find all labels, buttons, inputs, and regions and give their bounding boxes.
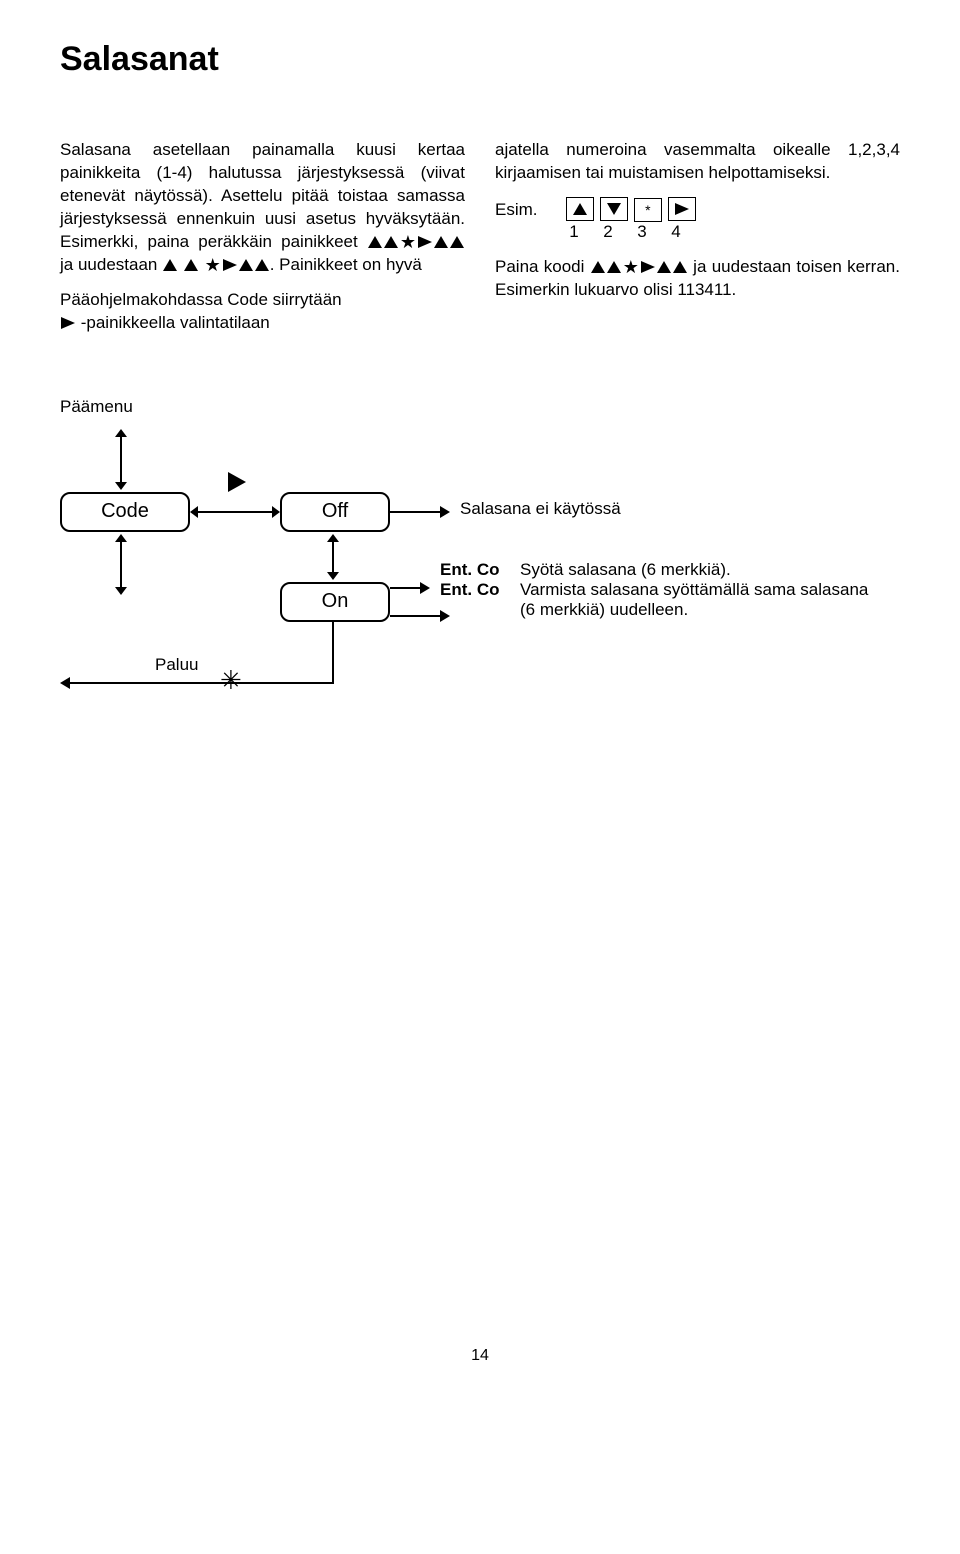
connector — [332, 622, 334, 682]
right-paragraph-1: ajatella numeroina vasemmalta oikealle 1… — [495, 139, 900, 185]
up-icon — [239, 259, 253, 271]
flowchart: Code Off On Salasana ei käytössä Ent. Co… — [60, 427, 880, 747]
key-number: 4 — [659, 222, 693, 242]
double-arrow-vertical — [332, 542, 334, 572]
right-icon — [641, 261, 655, 273]
ent-co-label: Ent. Co — [440, 560, 500, 580]
key-down — [600, 197, 628, 221]
star-icon: ★ — [400, 233, 416, 251]
arrow-right-icon — [440, 610, 450, 622]
node-on: On — [280, 582, 390, 622]
arrow-right-icon — [420, 582, 430, 594]
node-label: Code — [101, 500, 149, 523]
page-number: 14 — [60, 1347, 900, 1365]
right-column: ajatella numeroina vasemmalta oikealle 1… — [495, 139, 900, 347]
up-icon — [163, 259, 177, 271]
up-icon — [255, 259, 269, 271]
text: ja uudestaan — [60, 255, 162, 274]
star-icon: ★ — [205, 256, 221, 274]
key-number-row: 1234 — [557, 222, 900, 242]
arrow-right-icon — [440, 506, 450, 518]
key-star: * — [634, 198, 662, 222]
text: -painikkeella valintatilaan — [81, 313, 270, 332]
left-paragraph-1: Salasana asetellaan painamalla kuusi ker… — [60, 139, 465, 277]
example-label: Esim. — [495, 200, 538, 219]
up-icon — [368, 236, 382, 248]
left-column: Salasana asetellaan painamalla kuusi ker… — [60, 139, 465, 347]
text: . Painikkeet on hyvä — [270, 255, 422, 274]
key-right — [668, 197, 696, 221]
on-description: Varmista salasana syöttämällä sama salas… — [520, 580, 880, 620]
key-number: 2 — [591, 222, 625, 242]
double-arrow-horizontal — [198, 511, 272, 513]
menu-label: Päämenu — [60, 397, 900, 417]
right-icon — [223, 259, 237, 271]
up-icon — [607, 261, 621, 273]
node-label: Off — [322, 500, 348, 523]
up-icon — [384, 236, 398, 248]
node-code: Code — [60, 492, 190, 532]
up-icon — [591, 261, 605, 273]
node-off: Off — [280, 492, 390, 532]
key-number: 1 — [557, 222, 591, 242]
ent-co-label: Ent. Co — [440, 580, 500, 600]
intro-columns: Salasana asetellaan painamalla kuusi ker… — [60, 139, 900, 347]
double-arrow-vertical — [120, 542, 122, 587]
left-paragraph-2: Pääohjelmakohdassa Code siirrytään -pain… — [60, 289, 465, 335]
up-icon — [673, 261, 687, 273]
double-arrow-vertical — [120, 437, 122, 482]
off-description: Salasana ei käytössä — [460, 499, 621, 519]
right-paragraph-2: Paina koodi ★ ja uudestaan toisen kerran… — [495, 256, 900, 302]
key-up — [566, 197, 594, 221]
right-icon — [418, 236, 432, 248]
key-number: 3 — [625, 222, 659, 242]
right-icon — [61, 317, 75, 329]
arrow-left-icon — [60, 677, 70, 689]
connector — [390, 511, 440, 513]
paluu-label: Paluu — [155, 655, 198, 675]
connector — [70, 682, 334, 684]
up-icon — [184, 259, 198, 271]
connector — [390, 587, 420, 589]
example-block: Esim. * 1234 — [495, 197, 900, 242]
connector — [390, 615, 440, 617]
up-icon — [657, 261, 671, 273]
up-icon — [450, 236, 464, 248]
text: Pääohjelmakohdassa Code siirrytään — [60, 290, 342, 309]
up-icon — [434, 236, 448, 248]
star-icon: ★ — [623, 258, 639, 276]
node-label: On — [322, 590, 349, 613]
play-icon — [228, 472, 246, 492]
burst-icon: ✳ — [220, 665, 242, 696]
on-description: Syötä salasana (6 merkkiä). — [520, 560, 731, 580]
text: Paina koodi — [495, 257, 590, 276]
page-title: Salasanat — [60, 40, 900, 79]
